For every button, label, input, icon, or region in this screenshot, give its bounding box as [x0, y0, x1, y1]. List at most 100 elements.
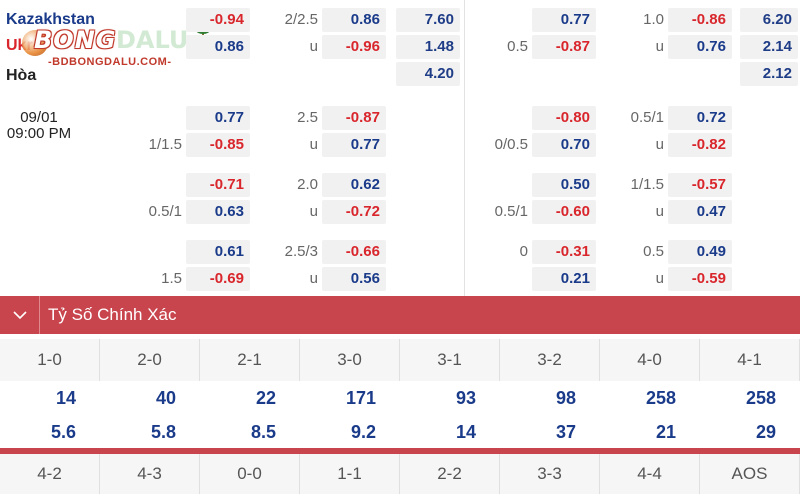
h1-ou-line: 0.5	[643, 243, 664, 260]
ft-hdp-away-odds[interactable]: 0.63	[186, 200, 250, 224]
score-label: 2-2	[400, 454, 500, 494]
score-odds-value[interactable]: 258	[645, 388, 676, 408]
score-odds-value[interactable]: 5.6	[50, 422, 76, 442]
h1-1x2-home[interactable]: 6.20	[740, 8, 798, 32]
h1-ou-under-odds[interactable]: -0.82	[668, 133, 732, 157]
ft-1x2-away[interactable]: 1.48	[396, 35, 460, 59]
ft-hdp-away-odds[interactable]: -0.85	[186, 133, 250, 157]
score-odds-row-a: 14 40 22 171 93 98 258 258	[0, 384, 800, 412]
ft-ou-over-odds[interactable]: 0.62	[322, 173, 386, 197]
ft-hdp-away-odds[interactable]: -0.69	[186, 267, 250, 291]
score-odds-value[interactable]: 98	[555, 388, 576, 408]
score-label: 4-1	[700, 339, 800, 381]
draw-label: Hòa	[6, 67, 37, 84]
ft-ou-under-label: u	[309, 136, 318, 153]
ft-hdp-line: 0.5/1	[148, 203, 182, 220]
ft-1x2-home[interactable]: 7.60	[396, 8, 460, 32]
football-icon	[22, 30, 48, 56]
ft-ou-line: 2.5/3	[284, 243, 318, 260]
score-odds-value[interactable]: 22	[255, 388, 276, 408]
h1-hdp-away-odds[interactable]: -0.60	[532, 200, 596, 224]
score-label: 3-1	[400, 339, 500, 381]
score-label: AOS	[700, 454, 800, 494]
home-team-name: Kazakhstan	[6, 11, 95, 28]
ft-ou-under-odds[interactable]: -0.96	[322, 35, 386, 59]
h1-ou-line: 1/1.5	[630, 176, 664, 193]
h1-ou-under-odds[interactable]: -0.59	[668, 267, 732, 291]
h1-ou-line: 1.0	[643, 11, 664, 28]
ft-hdp-away-odds[interactable]: 0.86	[186, 35, 250, 59]
score-odds-value[interactable]: 9.2	[350, 422, 376, 442]
ft-ou-under-label: u	[309, 203, 318, 220]
h1-hdp-home-odds[interactable]: -0.31	[532, 240, 596, 264]
score-label: 2-1	[200, 339, 300, 381]
score-odds-value[interactable]: 14	[55, 388, 76, 408]
exact-score-header[interactable]: Tỷ Số Chính Xác	[0, 296, 800, 334]
ft-hdp-home-odds[interactable]: 0.77	[186, 106, 250, 130]
ft-ou-under-odds[interactable]: -0.72	[322, 200, 386, 224]
h1-ou-under-odds[interactable]: 0.47	[668, 200, 732, 224]
odds-panel: Kazakhstan Ukr Hòa 09/01 09:00 PM BONG D…	[6, 0, 798, 296]
h1-ou-over-odds[interactable]: -0.57	[668, 173, 732, 197]
h1-1x2-away[interactable]: 2.14	[740, 35, 798, 59]
h1-ou-over-odds[interactable]: 0.72	[668, 106, 732, 130]
score-odds-value[interactable]: 40	[155, 388, 176, 408]
h1-hdp-line: 0.5	[507, 38, 528, 55]
score-odds-value[interactable]: 14	[455, 422, 476, 442]
score-label: 4-3	[100, 454, 200, 494]
half-separator	[464, 0, 465, 296]
score-header-row-1: 1-0 2-0 2-1 3-0 3-1 3-2 4-0 4-1	[0, 339, 800, 381]
ft-ou-line: 2.0	[297, 176, 318, 193]
score-odds-value[interactable]: 8.5	[250, 422, 276, 442]
ft-hdp-line: 1.5	[161, 270, 182, 287]
h1-ou-over-odds[interactable]: -0.86	[668, 8, 732, 32]
score-header-row-2: 4-2 4-3 0-0 1-1 2-2 3-3 4-4 AOS	[0, 454, 800, 494]
ft-ou-under-odds[interactable]: 0.77	[322, 133, 386, 157]
h1-hdp-away-odds[interactable]: -0.87	[532, 35, 596, 59]
score-odds-value[interactable]: 37	[555, 422, 576, 442]
ft-ou-over-odds[interactable]: 0.86	[322, 8, 386, 32]
exact-score-title: Tỷ Số Chính Xác	[48, 305, 177, 324]
score-odds-value[interactable]: 29	[755, 422, 776, 442]
logo-word-bong: BONG	[34, 26, 117, 54]
ft-ou-over-odds[interactable]: -0.66	[322, 240, 386, 264]
h1-ou-under-label: u	[655, 38, 664, 55]
collapse-toggle-button[interactable]	[0, 296, 40, 334]
ft-ou-over-odds[interactable]: -0.87	[322, 106, 386, 130]
score-odds-value[interactable]: 93	[455, 388, 476, 408]
h1-ou-over-odds[interactable]: 0.49	[668, 240, 732, 264]
score-label: 4-0	[600, 339, 700, 381]
score-odds-row-b: 5.6 5.8 8.5 9.2 14 37 21 29	[0, 418, 800, 446]
score-label: 1-0	[0, 339, 100, 381]
ft-1x2-draw[interactable]: 4.20	[396, 62, 460, 86]
h1-hdp-line: 0	[519, 243, 528, 260]
ft-hdp-line: 1/1.5	[148, 136, 182, 153]
ft-ou-under-label: u	[309, 38, 318, 55]
score-label: 4-4	[600, 454, 700, 494]
ft-ou-line: 2/2.5	[284, 11, 318, 28]
chevron-down-icon	[13, 311, 27, 320]
h1-hdp-home-odds[interactable]: 0.77	[532, 8, 596, 32]
h1-hdp-home-odds[interactable]: -0.80	[532, 106, 596, 130]
score-odds-value[interactable]: 5.8	[150, 422, 176, 442]
h1-ou-under-odds[interactable]: 0.76	[668, 35, 732, 59]
match-date: 09/01	[20, 109, 58, 126]
ft-hdp-home-odds[interactable]: -0.94	[186, 8, 250, 32]
h1-hdp-away-odds[interactable]: 0.70	[532, 133, 596, 157]
h1-hdp-away-odds[interactable]: 0.21	[532, 267, 596, 291]
h1-hdp-line: 0/0.5	[494, 136, 528, 153]
score-odds-value[interactable]: 258	[745, 388, 776, 408]
h1-1x2-draw[interactable]: 2.12	[740, 62, 798, 86]
match-time: 09:00 PM	[6, 125, 72, 142]
ft-ou-line: 2.5	[297, 109, 318, 126]
h1-hdp-home-odds[interactable]: 0.50	[532, 173, 596, 197]
ft-ou-under-odds[interactable]: 0.56	[322, 267, 386, 291]
section-divider	[0, 448, 800, 454]
score-odds-value[interactable]: 171	[345, 388, 376, 408]
ft-hdp-home-odds[interactable]: 0.61	[186, 240, 250, 264]
score-label: 1-1	[300, 454, 400, 494]
logo-word-dalu: DALU	[116, 26, 189, 54]
logo-domain: -BDBONGDALU.COM-	[44, 56, 176, 68]
score-odds-value[interactable]: 21	[655, 422, 676, 442]
ft-hdp-home-odds[interactable]: -0.71	[186, 173, 250, 197]
